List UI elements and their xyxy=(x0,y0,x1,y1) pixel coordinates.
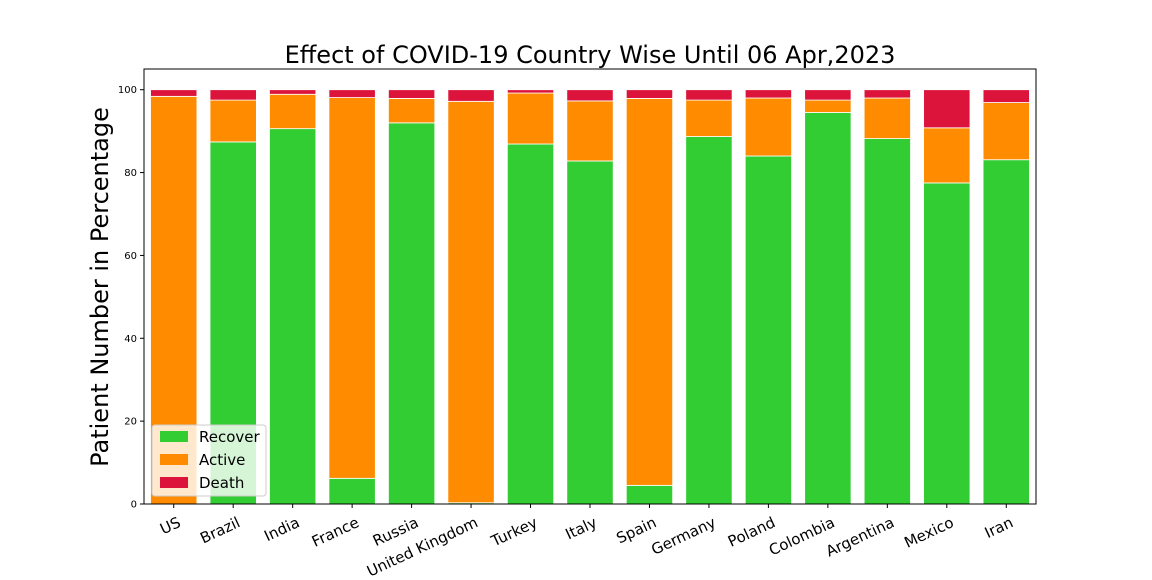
bar-death-united-kingdom xyxy=(447,89,495,102)
x-tick-label-brazil: Brazil xyxy=(197,513,243,547)
bar-death-italy xyxy=(566,89,614,102)
legend-swatch-active xyxy=(160,454,188,465)
x-tick-label-argentina: Argentina xyxy=(823,513,897,560)
bar-recover-france xyxy=(328,477,376,505)
bar-active-india xyxy=(269,93,317,130)
bar-recover-argentina xyxy=(863,138,911,505)
legend: Recover Active Death xyxy=(151,424,267,497)
x-tick-label-turkey: Turkey xyxy=(487,513,540,550)
y-axis-label: Patient Number in Percentage xyxy=(86,107,114,467)
legend-label-death: Death xyxy=(199,474,244,492)
y-tick-label: 80 xyxy=(124,168,137,179)
bar-death-colombia xyxy=(804,89,852,101)
y-tick-label: 100 xyxy=(118,85,137,96)
bar-active-germany xyxy=(685,99,733,137)
bar-recover-poland xyxy=(744,155,792,505)
bar-death-india xyxy=(269,89,317,95)
bar-active-brazil xyxy=(209,99,257,143)
bar-recover-india xyxy=(269,128,317,505)
bar-recover-italy xyxy=(566,160,614,505)
bar-recover-iran xyxy=(982,159,1030,505)
y-tick-label: 20 xyxy=(124,417,137,428)
bar-death-brazil xyxy=(209,89,257,101)
bar-recover-spain xyxy=(625,484,674,505)
bar-death-mexico xyxy=(923,89,971,129)
bar-recover-germany xyxy=(685,136,733,505)
bar-active-argentina xyxy=(863,97,911,139)
chart-title: Effect of COVID-19 Country Wise Until 06… xyxy=(285,41,896,69)
bar-death-spain xyxy=(625,89,674,99)
bar-active-colombia xyxy=(804,99,852,113)
x-tick-label-italy: Italy xyxy=(563,513,600,543)
legend-label-recover: Recover xyxy=(199,428,261,446)
legend-swatch-recover xyxy=(160,431,188,442)
bar-death-russia xyxy=(388,89,436,99)
legend-label-active: Active xyxy=(199,451,245,469)
x-tick-label-india: India xyxy=(261,513,302,545)
bar-death-turkey xyxy=(506,89,555,94)
bar-death-france xyxy=(328,89,376,98)
bar-death-germany xyxy=(685,89,733,101)
y-tick-label: 40 xyxy=(124,334,137,345)
bar-active-russia xyxy=(388,98,436,124)
legend-swatch-death xyxy=(160,477,188,488)
bar-recover-mexico xyxy=(923,182,971,505)
bar-active-france xyxy=(328,97,376,479)
bar-death-iran xyxy=(982,89,1030,103)
x-tick-label-mexico: Mexico xyxy=(901,513,956,551)
bar-active-spain xyxy=(625,98,674,486)
y-tick-label: 60 xyxy=(124,251,137,262)
bar-death-us xyxy=(150,89,198,97)
bar-active-turkey xyxy=(506,92,555,145)
bar-recover-russia xyxy=(388,122,436,505)
bar-active-united-kingdom xyxy=(447,100,495,504)
bar-recover-turkey xyxy=(506,143,555,505)
bar-recover-colombia xyxy=(804,112,852,505)
bar-active-poland xyxy=(744,97,792,157)
bar-active-italy xyxy=(566,100,614,162)
bar-active-mexico xyxy=(923,127,971,184)
bar-active-iran xyxy=(982,102,1030,161)
x-tick-label-iran: Iran xyxy=(982,513,1016,542)
bar-death-poland xyxy=(744,89,792,99)
bars-layer xyxy=(150,89,1030,505)
x-tick-label-germany: Germany xyxy=(649,513,719,559)
y-tick-label: 0 xyxy=(131,500,137,511)
bar-death-argentina xyxy=(863,89,911,99)
x-tick-label-us: US xyxy=(157,513,183,538)
x-tick-label-france: France xyxy=(309,513,362,550)
